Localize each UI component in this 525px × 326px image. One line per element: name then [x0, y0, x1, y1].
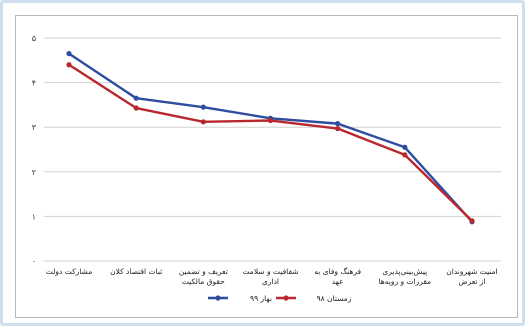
series-line [68, 52, 473, 223]
x-category-line: ثبات اقتصاد کلان [110, 267, 162, 276]
y-tick-label: ۲ [32, 168, 36, 177]
legend-label: بهار ۹۹ [250, 294, 272, 303]
legend-item: بهار ۹۹ [208, 294, 272, 303]
legend: بهار ۹۹ زمستان ۹۸ [208, 294, 352, 303]
series-0 [66, 51, 475, 225]
y-axis-ticks: ۰ ۱ ۲ ۳ ۴ ۵ [32, 34, 37, 266]
y-tick-label: ۱ [32, 212, 36, 221]
chart-panel: ۰ ۱ ۲ ۳ ۴ ۵ مشارکت دولت ثبات اقتصاد کلان تعریف … [15, 15, 518, 318]
y-tick-label: ۳ [32, 123, 37, 132]
data-point [469, 218, 475, 224]
data-point [200, 119, 206, 125]
legend-marker [215, 295, 221, 301]
x-category-line: فرهنگ وفای به [314, 267, 361, 276]
line-chart: ۰ ۱ ۲ ۳ ۴ ۵ مشارکت دولت ثبات اقتصاد کلان تعریف … [32, 34, 501, 303]
data-point [66, 62, 72, 68]
data-point [335, 125, 341, 132]
x-category-line: اداری [262, 277, 279, 286]
y-tick-label: ۵ [32, 34, 36, 43]
y-tick-label: ۰ [32, 257, 36, 266]
series-group [66, 51, 475, 225]
x-category-line: شفافیت و سلامت [242, 267, 298, 276]
data-point [133, 105, 139, 111]
series-1 [66, 62, 475, 224]
x-category-line: مشارکت دولت [46, 267, 93, 276]
data-point [133, 95, 139, 101]
x-category-line: از تعرض [458, 277, 485, 286]
x-category-label: ثبات اقتصاد کلان [110, 267, 162, 276]
x-category-line: مقررات و رویه‌ها [378, 277, 431, 286]
x-axis-categories: مشارکت دولت ثبات اقتصاد کلان تعریف و تضمین… [46, 267, 498, 286]
x-category-label: مشارکت دولت [46, 267, 93, 276]
data-point [335, 121, 341, 127]
x-category-line: تعریف و تضمین [179, 267, 228, 276]
data-point [267, 117, 274, 124]
x-category-line: حقوق مالکیت [182, 277, 225, 286]
data-point [402, 152, 408, 158]
x-category-line: پیش‌بینی‌پذیری [382, 267, 427, 276]
data-point [402, 144, 408, 150]
gridlines [44, 37, 501, 262]
x-category-line: امنیت شهروندان [446, 267, 498, 276]
legend-item: زمستان ۹۸ [276, 294, 352, 303]
x-category-line: عهد [332, 277, 344, 286]
legend-label: زمستان ۹۸ [317, 294, 352, 303]
data-point [200, 104, 206, 110]
legend-marker [283, 295, 289, 301]
series-line [68, 63, 473, 222]
y-tick-label: ۴ [32, 79, 36, 88]
data-point [66, 51, 72, 57]
